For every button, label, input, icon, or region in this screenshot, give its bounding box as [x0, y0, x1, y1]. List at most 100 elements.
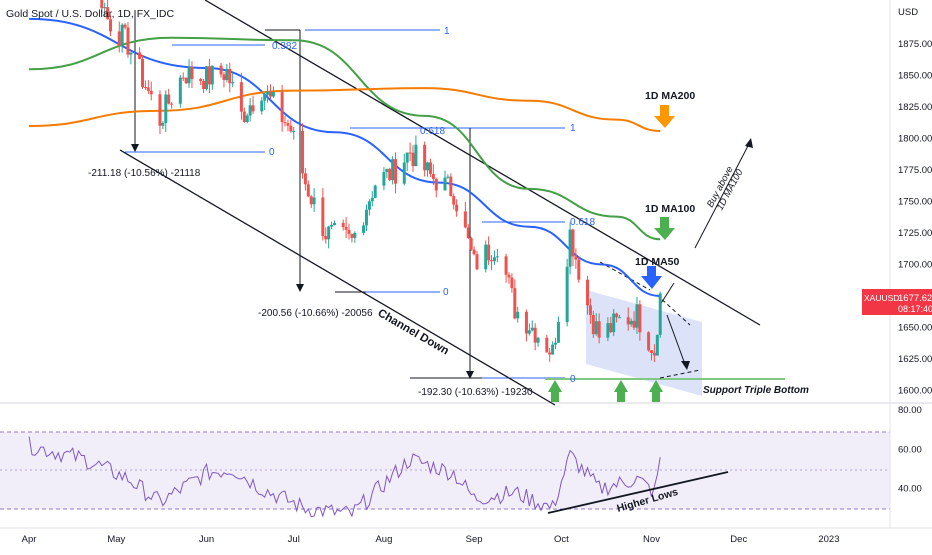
candle [187, 59, 191, 88]
candle [428, 158, 432, 177]
candle [109, 15, 113, 37]
candle [306, 180, 310, 198]
moving-averages [29, 17, 661, 297]
candle [190, 61, 194, 89]
candle [638, 300, 642, 341]
candle [143, 80, 147, 90]
fib-label: 1 [570, 123, 576, 134]
measure-lines[interactable] [134, 10, 482, 379]
candle [210, 65, 214, 90]
candle [606, 317, 610, 342]
candle [271, 86, 275, 98]
candle [402, 153, 406, 186]
candle [199, 77, 203, 86]
candle [161, 121, 165, 130]
fib-label: 0 [443, 287, 449, 298]
measure-arrowhead [466, 371, 474, 379]
fib-label: 0.382 [272, 41, 297, 52]
candle [146, 80, 150, 94]
candle [577, 257, 581, 283]
ma50-label: 1D MA50 [635, 256, 680, 268]
candle [373, 184, 377, 198]
fib-label: 0.618 [420, 126, 445, 137]
candle [353, 231, 357, 243]
candle [120, 23, 124, 53]
candle [556, 316, 560, 343]
candle [362, 222, 366, 236]
candle [513, 279, 517, 320]
candle [219, 62, 223, 78]
price-tick-label: 1750.00 [898, 197, 932, 208]
projection-dashed [599, 261, 651, 291]
candle [650, 350, 654, 361]
candle [292, 126, 296, 140]
candle [504, 253, 508, 283]
candle [574, 248, 578, 269]
path-arrow-down [666, 314, 687, 368]
candle [170, 102, 174, 109]
candle [231, 72, 235, 88]
price-tag-price: 1677.62 [898, 293, 932, 304]
candle [618, 314, 622, 319]
candle [455, 199, 459, 217]
candle [414, 135, 418, 167]
candle [260, 97, 264, 115]
time-tick-label: Sep [466, 534, 483, 545]
price-tag-symbol: XAUUSD [864, 293, 899, 303]
rsi-line [28, 436, 661, 518]
candle [283, 115, 287, 127]
time-tick-label: Nov [643, 534, 660, 545]
candle [303, 168, 307, 191]
measure-label: -192.30 (-10.63%) -19230 [418, 387, 533, 398]
candle [391, 156, 395, 185]
candle [586, 275, 590, 315]
candle [245, 113, 249, 124]
candle [141, 55, 145, 89]
candle [615, 312, 619, 323]
candle [568, 222, 572, 275]
higher-lows-line[interactable] [547, 471, 729, 514]
candle [309, 194, 313, 209]
candle [545, 334, 549, 353]
candle [647, 331, 651, 352]
candle [266, 85, 270, 103]
candles [100, 0, 662, 363]
candle [652, 344, 656, 363]
measure-arrowhead [296, 284, 304, 292]
candle [507, 272, 511, 284]
time-tick-label: Oct [554, 534, 569, 545]
candle [100, 0, 104, 14]
candle [423, 141, 427, 177]
candle [158, 90, 162, 135]
candle [117, 21, 121, 53]
ma100-label: 1D MA100 [645, 203, 695, 215]
candle [490, 255, 494, 271]
ma100-arrow-icon [654, 217, 675, 240]
time-tick-label: May [107, 534, 125, 545]
candle [565, 258, 569, 327]
price-tag: XAUUSD 1677.62 08:17:40 [862, 289, 932, 315]
ma-line-1d-ma100 [29, 36, 661, 241]
candle [487, 236, 491, 265]
candle [591, 310, 595, 338]
chart-title: Gold Spot / U.S. Dollar, 1D, FX_IDC [6, 8, 174, 20]
channel-bottom-line[interactable] [119, 149, 556, 406]
rsi-axis[interactable]: 80.00 60.00 40.00 [898, 405, 922, 495]
candle [426, 161, 430, 177]
candle [225, 63, 229, 83]
ma200-arrow-icon [654, 105, 675, 128]
time-axis[interactable]: Apr May Jun Jul Aug Sep Oct Nov Dec 2023 [22, 534, 840, 545]
candle [184, 77, 188, 84]
candle [554, 337, 558, 350]
candle [327, 225, 331, 249]
fib-top[interactable] [125, 29, 565, 379]
candle [263, 93, 267, 110]
measure-label: -211.18 (-10.56%) -21118 [88, 168, 201, 179]
channel-top-line[interactable] [204, 0, 761, 326]
path-arrowhead [681, 361, 690, 370]
candle [516, 306, 520, 323]
price-tick-label: 1775.00 [898, 165, 932, 176]
candle [123, 23, 127, 30]
